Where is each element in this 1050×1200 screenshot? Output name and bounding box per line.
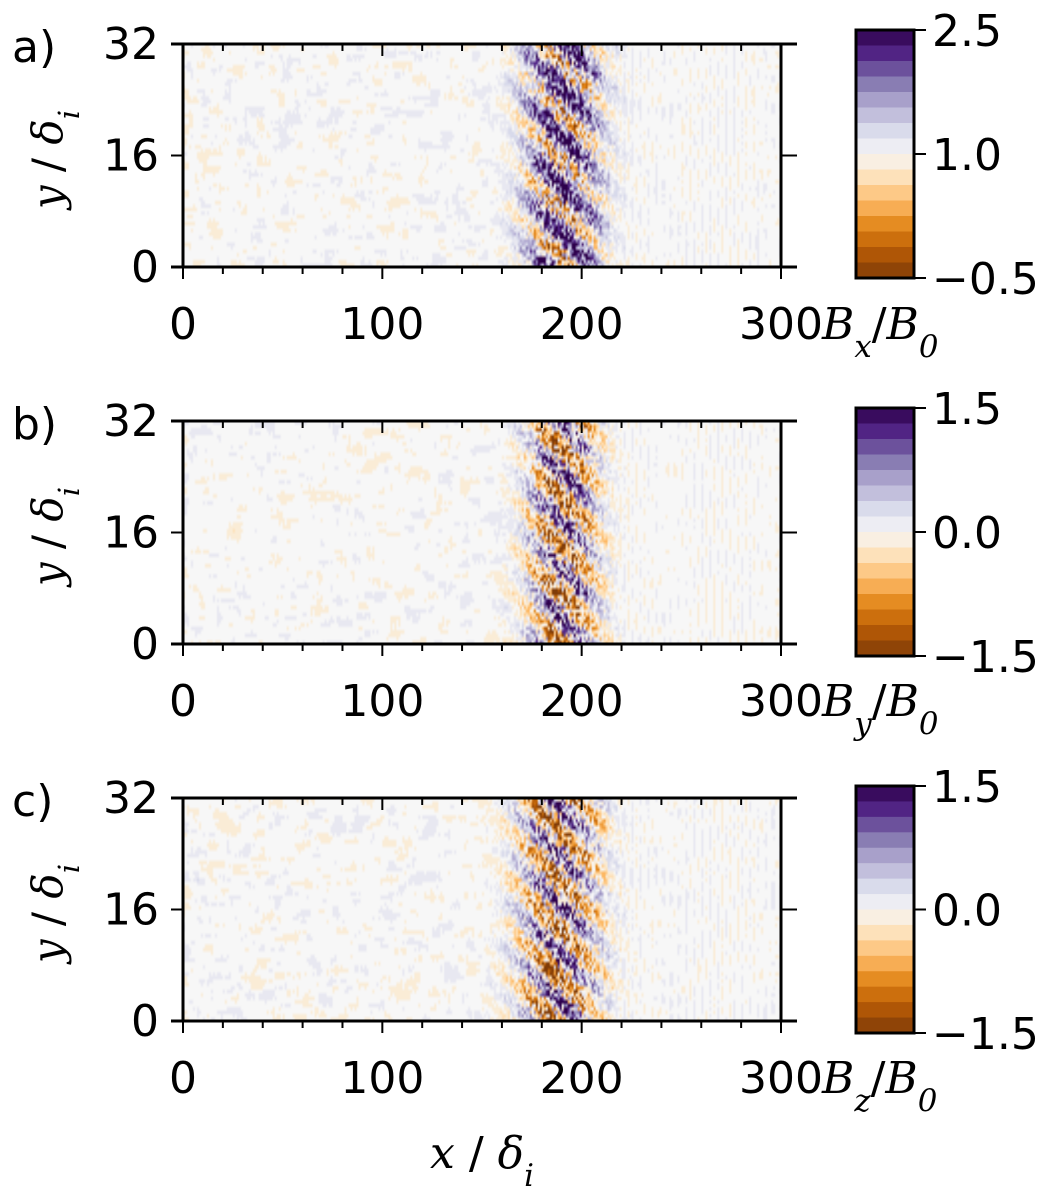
- panel-label: a): [12, 22, 56, 73]
- y-axis-label: y / δi: [23, 110, 86, 211]
- colorbar-segment: [856, 832, 914, 849]
- colorbar-tick-label: −1.5: [932, 1009, 1039, 1060]
- colorbar-segment: [856, 532, 914, 549]
- colorbar-label: Bx/B0: [821, 299, 939, 365]
- colorbar-segment: [856, 609, 914, 626]
- y-axis-label: y / δi: [23, 487, 86, 588]
- y-tick-label: 32: [103, 19, 159, 70]
- colorbar-segment: [856, 107, 914, 124]
- colorbar-segment: [856, 247, 914, 264]
- colorbar-segment: [856, 185, 914, 202]
- colorbar-segment: [856, 909, 914, 926]
- colorbar-segment: [856, 516, 914, 533]
- y-tick-label: 0: [131, 619, 159, 670]
- y-tick-label: 16: [103, 885, 159, 936]
- heatmap-image: [183, 44, 781, 267]
- x-tick-label: 0: [169, 299, 197, 350]
- x-axis-label: x / δi: [430, 1128, 534, 1194]
- colorbar-segment: [856, 92, 914, 109]
- y-tick-label: 32: [103, 396, 159, 447]
- colorbar-segment: [856, 940, 914, 957]
- colorbar-segment: [856, 76, 914, 93]
- panel-c: 0 100 200 300 0 16 32 c) y / δi 1.5 0.0 −1.5Bz/B0: [12, 762, 1039, 1119]
- colorbar-tick-label: 1.5: [932, 384, 1002, 435]
- colorbar-label: Bz/B0: [821, 1053, 937, 1119]
- heatmap-image: [183, 798, 781, 1021]
- colorbar-segment: [856, 61, 914, 78]
- colorbar-segment: [856, 640, 914, 657]
- colorbar-segment: [856, 547, 914, 564]
- colorbar-segment: [856, 786, 914, 803]
- colorbar-segment: [856, 231, 914, 248]
- x-tick-label: 0: [169, 676, 197, 727]
- panel-label: b): [12, 399, 57, 450]
- colorbar-segment: [856, 625, 914, 642]
- colorbar-segment: [856, 216, 914, 233]
- colorbar-segment: [856, 485, 914, 502]
- colorbar-segment: [856, 1017, 914, 1034]
- heatmap-image: [183, 421, 781, 644]
- x-tick-label: 200: [540, 1053, 624, 1104]
- colorbar-tick-label: 1.0: [932, 130, 1002, 181]
- x-tick-label: 300: [739, 1053, 823, 1104]
- panel-b: 0 100 200 300 0 16 32 b) y / δi 1.5 0.0 −1.5By/B0: [12, 384, 1039, 742]
- colorbar-segment: [856, 594, 914, 611]
- x-tick-label: 100: [340, 1053, 424, 1104]
- colorbar-tick-label: 1.5: [932, 762, 1002, 813]
- x-tick-label: 300: [739, 299, 823, 350]
- x-tick-label: 300: [739, 676, 823, 727]
- colorbar-segment: [856, 423, 914, 440]
- colorbar-segment: [856, 955, 914, 972]
- y-tick-label: 0: [131, 996, 159, 1047]
- colorbar-tick-label: −1.5: [932, 632, 1039, 683]
- colorbar-segment: [856, 454, 914, 471]
- x-tick-label: 200: [540, 299, 624, 350]
- colorbar-tick-label: −0.5: [932, 254, 1039, 305]
- x-tick-label: 100: [340, 676, 424, 727]
- colorbar-segment: [856, 45, 914, 62]
- colorbar-label: By/B0: [821, 676, 939, 742]
- colorbar-segment: [856, 262, 914, 279]
- colorbar-segment: [856, 1002, 914, 1019]
- colorbar-segment: [856, 408, 914, 425]
- colorbar-segment: [856, 501, 914, 518]
- panel-label: c): [12, 776, 53, 827]
- colorbar-segment: [856, 439, 914, 456]
- colorbar-segment: [856, 986, 914, 1003]
- colorbar-segment: [856, 801, 914, 818]
- colorbar-segment: [856, 863, 914, 880]
- x-tick-label: 200: [540, 676, 624, 727]
- colorbar-segment: [856, 578, 914, 595]
- colorbar-segment: [856, 563, 914, 580]
- colorbar-segment: [856, 154, 914, 171]
- colorbar-tick-label: 0.0: [932, 886, 1002, 937]
- colorbar-segment: [856, 470, 914, 487]
- x-tick-label: 0: [169, 1053, 197, 1104]
- colorbar-segment: [856, 924, 914, 941]
- y-tick-label: 16: [103, 131, 159, 182]
- colorbar-segment: [856, 138, 914, 155]
- colorbar-segment: [856, 169, 914, 186]
- colorbar-segment: [856, 894, 914, 911]
- colorbar-tick-label: 0.0: [932, 508, 1002, 559]
- y-tick-label: 32: [103, 773, 159, 824]
- y-tick-label: 16: [103, 508, 159, 559]
- colorbar-segment: [856, 816, 914, 833]
- y-axis-label: y / δi: [23, 864, 86, 965]
- y-tick-label: 0: [131, 242, 159, 293]
- colorbar-segment: [856, 971, 914, 988]
- x-tick-label: 100: [340, 299, 424, 350]
- colorbar-segment: [856, 200, 914, 217]
- panel-a: 0 100 200 300 0 16 32 a) y / δi 2.5 1.0 −0.5Bx/B0: [12, 6, 1039, 365]
- colorbar-segment: [856, 123, 914, 140]
- colorbar-tick-label: 2.5: [932, 6, 1002, 57]
- colorbar-segment: [856, 878, 914, 895]
- colorbar-segment: [856, 30, 914, 47]
- colorbar-segment: [856, 847, 914, 864]
